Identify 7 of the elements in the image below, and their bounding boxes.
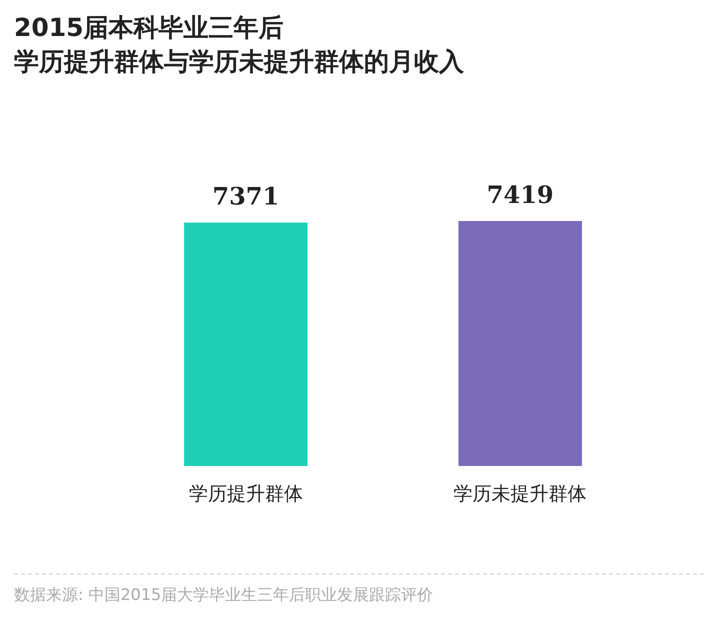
- chart-title: 2015届本科毕业三年后: [14, 13, 284, 42]
- source-note: 数据来源: 中国2015届大学毕业生三年后职业发展跟踪评价: [14, 585, 434, 604]
- chart-subtitle: 学历提升群体与学历未提升群体的月收入: [14, 47, 465, 76]
- x-tick-label: 学历提升群体: [188, 483, 303, 505]
- data-label: 7419: [486, 180, 554, 209]
- x-tick-label: 学历未提升群体: [454, 483, 587, 505]
- data-label: 7371: [212, 182, 280, 211]
